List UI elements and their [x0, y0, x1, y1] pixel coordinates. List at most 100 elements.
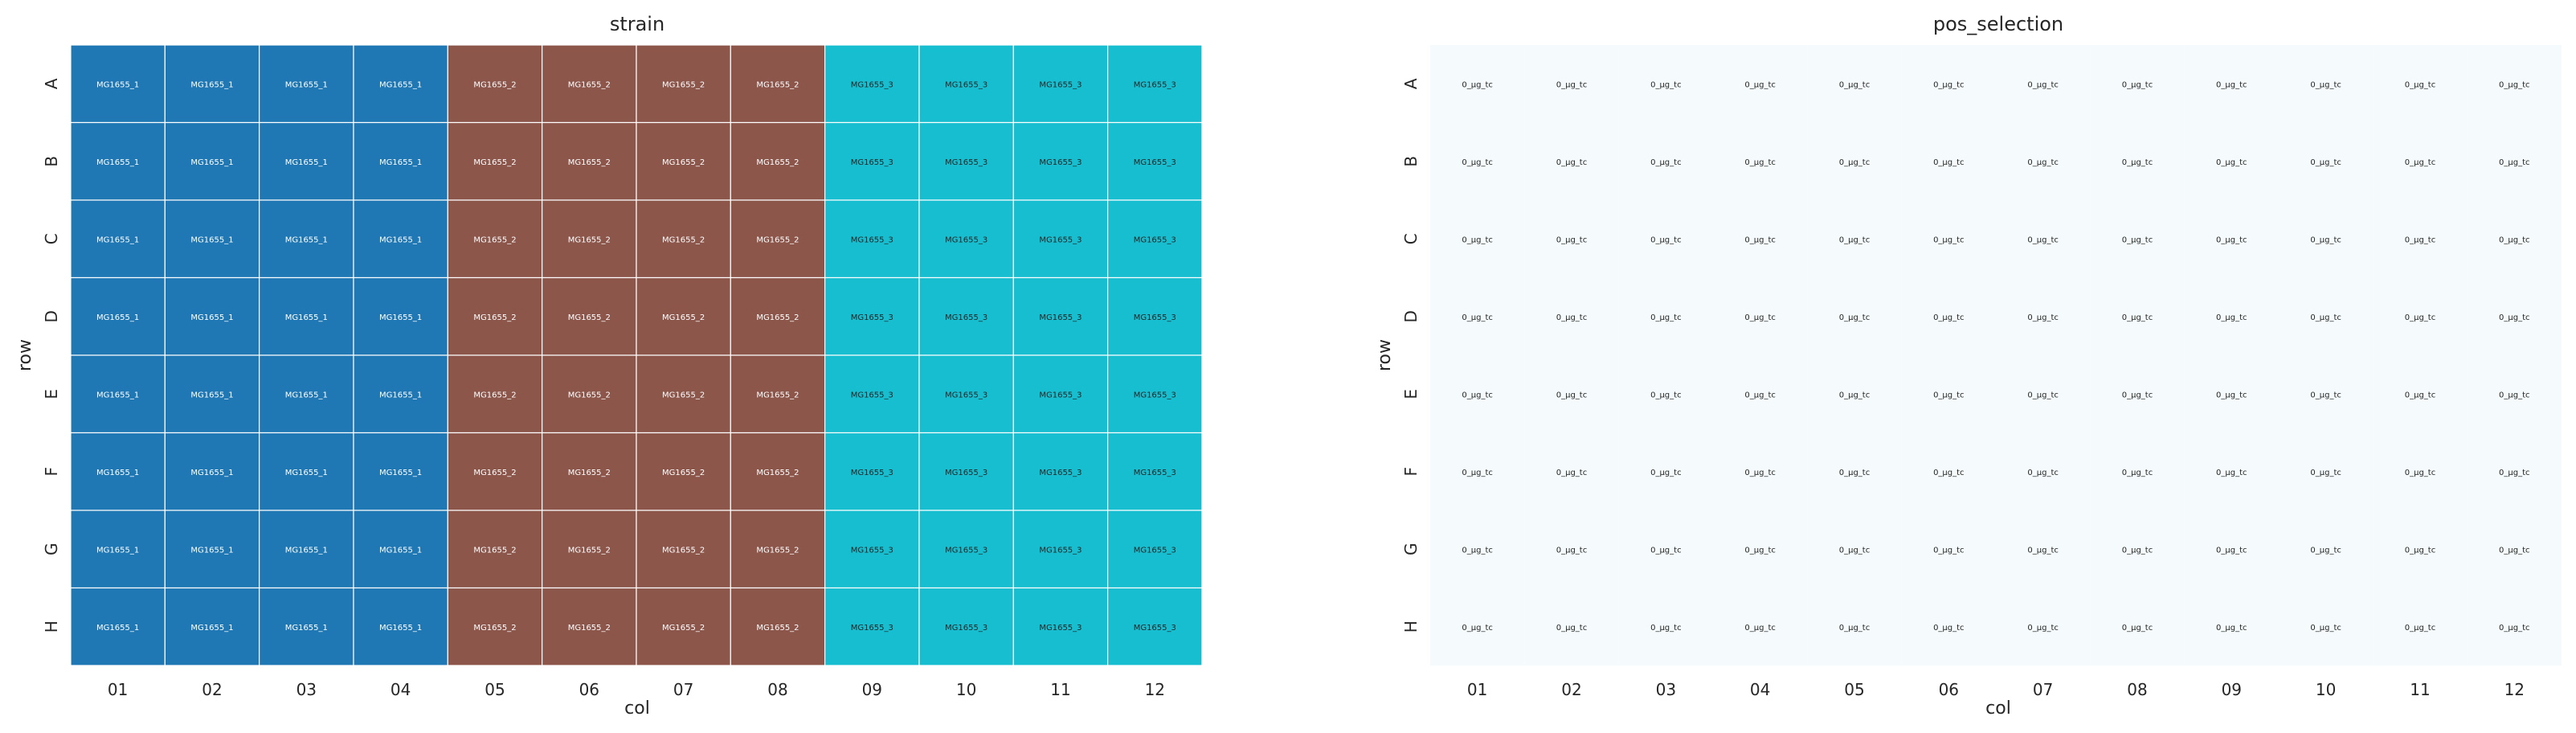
- pos-selection-cell-H01: [1430, 588, 1525, 665]
- pos-selection-cell-label: 0_µg_tc: [2310, 158, 2341, 167]
- pos-selection-cell-label: 0_µg_tc: [1650, 80, 1682, 89]
- pos-selection-x-tick-label: 03: [1656, 680, 1676, 699]
- strain-cell-B05: [447, 121, 543, 201]
- strain-cell-label: MG1655_2: [568, 235, 611, 244]
- strain-cell-D06: [542, 276, 637, 356]
- pos-selection-cell-label: 0_µg_tc: [1650, 624, 1682, 633]
- pos-selection-cell-B09: [2184, 122, 2279, 200]
- strain-x-tick-label: 06: [579, 680, 599, 699]
- strain-cell-label: MG1655_1: [96, 391, 139, 399]
- strain-cell-label: MG1655_2: [568, 546, 611, 555]
- pos-selection-cell-label: 0_µg_tc: [2027, 235, 2059, 244]
- strain-cell-G11: [1012, 510, 1109, 589]
- strain-cell-C05: [447, 199, 543, 279]
- strain-cell-label: MG1655_3: [1134, 313, 1176, 322]
- pos-selection-cell-D03: [1618, 277, 1713, 355]
- pos-selection-cell-label: 0_µg_tc: [1462, 313, 1493, 322]
- strain-cell-label: MG1655_1: [190, 469, 233, 477]
- pos-selection-cell-label: 0_µg_tc: [2122, 624, 2153, 633]
- pos-selection-cell-label: 0_µg_tc: [2216, 235, 2247, 244]
- pos-selection-cell-label: 0_µg_tc: [2027, 546, 2059, 555]
- strain-cell-label: MG1655_2: [756, 624, 799, 633]
- strain-y-tick-label: H: [42, 620, 61, 633]
- strain-cell-D10: [918, 276, 1014, 356]
- pos-selection-cell-C04: [1712, 200, 1808, 278]
- strain-cell-G06: [542, 510, 637, 589]
- strain-cell-label: MG1655_3: [1134, 235, 1176, 244]
- pos-selection-cell-F11: [2373, 432, 2468, 510]
- strain-cell-label: MG1655_1: [379, 158, 422, 167]
- strain-cell-label: MG1655_1: [190, 80, 233, 89]
- strain-cell-B06: [542, 121, 637, 201]
- strain-cell-label: MG1655_2: [568, 469, 611, 477]
- pos-selection-y-tick-label: B: [1401, 156, 1421, 167]
- strain-cell-label: MG1655_2: [662, 158, 705, 167]
- pos-selection-cell-D02: [1524, 277, 1619, 355]
- pos-selection-cell-D09: [2184, 277, 2279, 355]
- strain-cell-label: MG1655_3: [1134, 391, 1176, 399]
- strain-cell-label: MG1655_3: [1039, 80, 1082, 89]
- pos-selection-cell-B07: [1995, 122, 2091, 200]
- strain-cell-label: MG1655_2: [662, 624, 705, 633]
- strain-cell-F12: [1107, 432, 1203, 511]
- strain-cell-label: MG1655_1: [379, 469, 422, 477]
- strain-cell-label: MG1655_3: [945, 624, 987, 633]
- strain-cell-G10: [918, 510, 1014, 589]
- strain-cell-C12: [1107, 199, 1203, 279]
- strain-cell-label: MG1655_1: [190, 546, 233, 555]
- pos-selection-cell-C09: [2184, 200, 2279, 278]
- pos-selection-cell-label: 0_µg_tc: [2405, 235, 2436, 244]
- strain-cell-label: MG1655_3: [945, 313, 987, 322]
- pos-selection-cell-label: 0_µg_tc: [1650, 391, 1682, 399]
- pos-selection-y-tick-label: E: [1401, 389, 1421, 399]
- strain-cell-label: MG1655_3: [851, 235, 893, 244]
- strain-cell-label: MG1655_2: [473, 624, 516, 633]
- strain-cell-label: MG1655_1: [285, 158, 328, 167]
- pos-selection-cell-A09: [2184, 45, 2279, 123]
- pos-selection-cell-label: 0_µg_tc: [2310, 391, 2341, 399]
- pos-selection-cell-G07: [1995, 510, 2091, 588]
- strain-cell-label: MG1655_2: [662, 235, 705, 244]
- pos-selection-cell-label: 0_µg_tc: [2310, 546, 2341, 555]
- strain-cell-A05: [447, 44, 543, 124]
- strain-cell-C07: [636, 199, 731, 279]
- pos-selection-x-axis-label: col: [1985, 698, 2011, 719]
- strain-cell-B11: [1012, 121, 1109, 201]
- pos-selection-cell-D11: [2373, 277, 2468, 355]
- pos-selection-cell-F04: [1712, 432, 1808, 510]
- pos-selection-cell-label: 0_µg_tc: [1650, 546, 1682, 555]
- pos-selection-y-tick-label: D: [1401, 310, 1421, 322]
- strain-cell-E06: [542, 354, 637, 434]
- pos-selection-x-tick-label: 01: [1467, 680, 1487, 699]
- strain-cell-B12: [1107, 121, 1203, 201]
- pos-selection-cell-C12: [2467, 200, 2562, 278]
- strain-cell-label: MG1655_2: [662, 80, 705, 89]
- pos-selection-cell-label: 0_µg_tc: [2499, 391, 2530, 399]
- strain-y-tick-label: G: [42, 543, 61, 556]
- pos-selection-cell-G01: [1430, 510, 1525, 588]
- strain-cell-label: MG1655_2: [756, 158, 799, 167]
- pos-selection-cell-C06: [1901, 200, 1996, 278]
- strain-y-tick-label: E: [42, 389, 61, 399]
- pos-selection-cell-E12: [2467, 355, 2562, 433]
- strain-x-tick-label: 07: [673, 680, 693, 699]
- strain-cell-G05: [447, 510, 543, 589]
- pos-selection-cell-F05: [1807, 432, 1902, 510]
- pos-selection-cell-B04: [1712, 122, 1808, 200]
- strain-cell-H10: [918, 587, 1014, 666]
- strain-cell-label: MG1655_2: [662, 391, 705, 399]
- pos-selection-cell-label: 0_µg_tc: [1933, 624, 1965, 633]
- pos-selection-cell-label: 0_µg_tc: [2216, 546, 2247, 555]
- strain-cell-label: MG1655_1: [379, 546, 422, 555]
- strain-cell-A02: [164, 44, 260, 124]
- strain-cell-D04: [353, 276, 448, 356]
- strain-cell-G12: [1107, 510, 1203, 589]
- strain-cell-label: MG1655_3: [1134, 158, 1176, 167]
- pos-selection-cell-B06: [1901, 122, 1996, 200]
- strain-cell-label: MG1655_2: [473, 80, 516, 89]
- strain-cell-label: MG1655_3: [945, 469, 987, 477]
- strain-cell-F06: [542, 432, 637, 511]
- pos-selection-cell-H06: [1901, 588, 1996, 665]
- pos-selection-cell-label: 0_µg_tc: [2216, 391, 2247, 399]
